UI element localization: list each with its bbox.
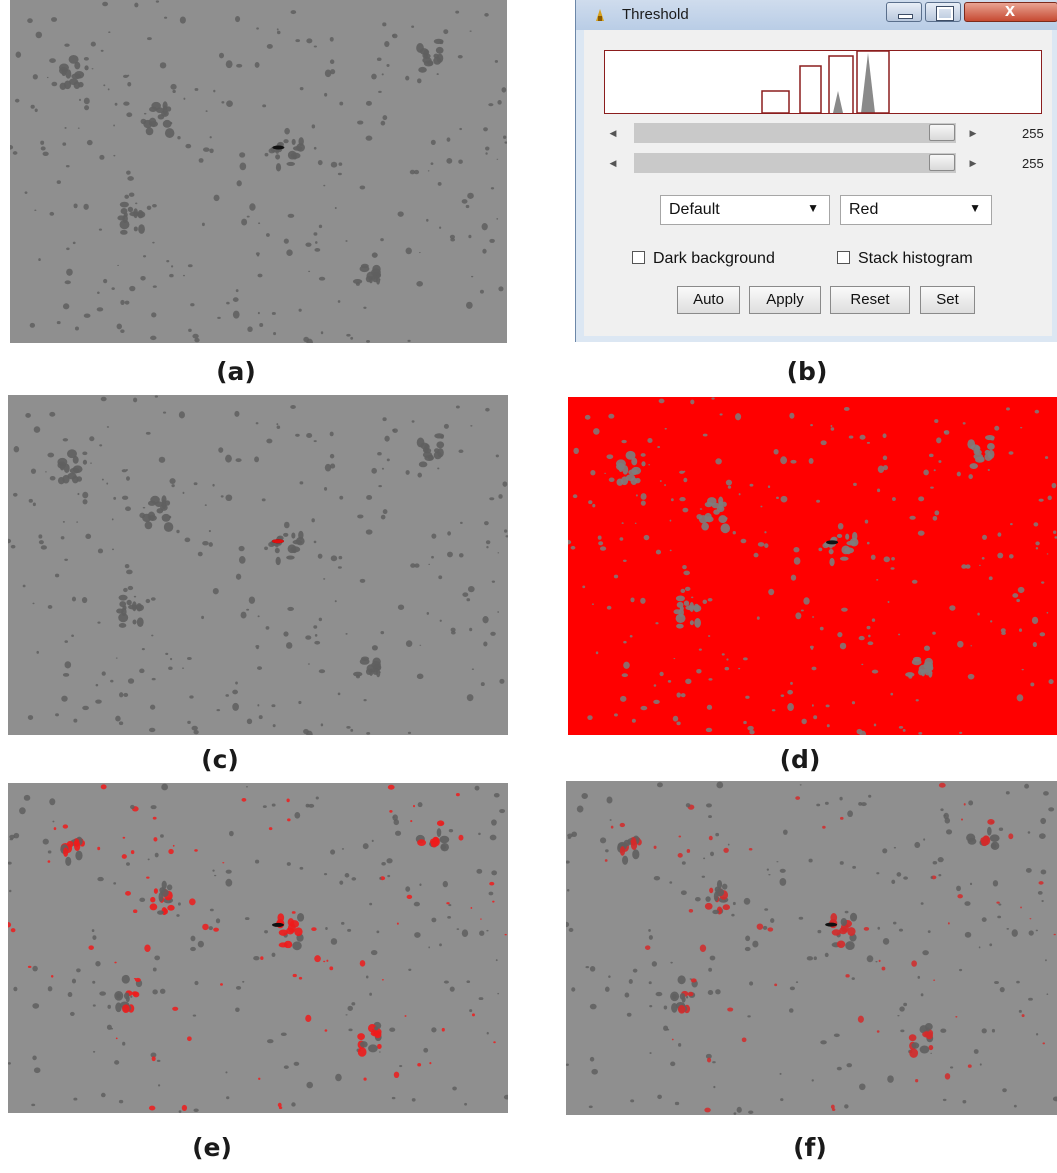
- dark-background-label: Dark background: [653, 250, 775, 267]
- auto-button[interactable]: Auto: [677, 286, 740, 314]
- chevron-down-icon: ▼: [969, 201, 981, 215]
- histogram-peak-2: [861, 53, 875, 113]
- micrograph-f: [566, 781, 1057, 1115]
- micrograph-a: [10, 0, 507, 343]
- caption-c: (c): [201, 745, 239, 774]
- title-bar[interactable]: Threshold: [576, 0, 1057, 30]
- caption-a: (a): [216, 357, 256, 386]
- close-icon[interactable]: [964, 0, 1057, 22]
- caption-d: (d): [779, 745, 821, 774]
- apply-button[interactable]: Apply: [749, 286, 821, 314]
- image-panel-e: [8, 783, 508, 1113]
- histogram-plot: [761, 50, 890, 115]
- image-panel-d: [568, 397, 1057, 735]
- arrow-left-icon[interactable]: ◀: [609, 158, 617, 168]
- max-threshold-value: 255: [1022, 156, 1044, 171]
- min-threshold-slider[interactable]: ◀ ▶: [604, 122, 984, 144]
- arrow-right-icon[interactable]: ▶: [969, 128, 977, 138]
- slider-thumb[interactable]: [929, 154, 955, 171]
- arrow-left-icon[interactable]: ◀: [609, 128, 617, 138]
- minimize-icon[interactable]: [886, 2, 922, 22]
- micrograph-d: [568, 397, 1057, 735]
- window-title: Threshold: [622, 6, 689, 23]
- stack-histogram-checkbox[interactable]: Stack histogram: [837, 250, 973, 268]
- checkbox-box[interactable]: [632, 251, 645, 264]
- micrograph-e: [8, 783, 508, 1113]
- caption-b: (b): [786, 357, 828, 386]
- set-button[interactable]: Set: [920, 286, 975, 314]
- image-panel-f: [566, 781, 1057, 1115]
- micrograph-c: [8, 395, 508, 735]
- histogram-highlight-2: [799, 65, 822, 114]
- arrow-right-icon[interactable]: ▶: [969, 158, 977, 168]
- app-icon: [596, 9, 604, 21]
- maximize-icon[interactable]: [925, 2, 961, 22]
- histogram-highlight-1: [761, 90, 790, 114]
- slider-thumb[interactable]: [929, 124, 955, 141]
- chevron-down-icon: ▼: [807, 201, 819, 215]
- reset-button[interactable]: Reset: [830, 286, 910, 314]
- checkbox-box[interactable]: [837, 251, 850, 264]
- threshold-window: Threshold ◀ ▶ 255 ◀ ▶: [575, 0, 1057, 342]
- caption-f: (f): [793, 1133, 827, 1162]
- image-panel-c: [8, 395, 508, 735]
- caption-e: (e): [192, 1133, 232, 1162]
- histogram-peak-1: [833, 91, 843, 113]
- stack-histogram-label: Stack histogram: [858, 250, 973, 267]
- dark-background-checkbox[interactable]: Dark background: [632, 250, 775, 268]
- histogram: [604, 50, 1042, 115]
- slider-track[interactable]: [634, 123, 956, 143]
- min-threshold-value: 255: [1022, 126, 1044, 141]
- max-threshold-slider[interactable]: ◀ ▶: [604, 152, 984, 174]
- display-select-value: Red: [849, 201, 879, 218]
- display-select[interactable]: Red ▼: [840, 195, 992, 225]
- slider-track[interactable]: [634, 153, 956, 173]
- threshold-client-area: ◀ ▶ 255 ◀ ▶ 255 Default ▼ Red ▼ Dark bac…: [584, 30, 1052, 336]
- method-select[interactable]: Default ▼: [660, 195, 830, 225]
- method-select-value: Default: [669, 201, 720, 218]
- image-panel-a: [10, 0, 507, 343]
